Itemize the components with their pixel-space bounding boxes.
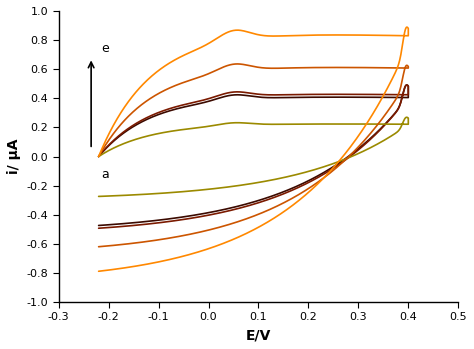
X-axis label: E/V: E/V [246,328,271,342]
Text: e: e [101,42,109,54]
Text: a: a [101,168,109,181]
Y-axis label: i/ μA: i/ μA [7,139,21,174]
